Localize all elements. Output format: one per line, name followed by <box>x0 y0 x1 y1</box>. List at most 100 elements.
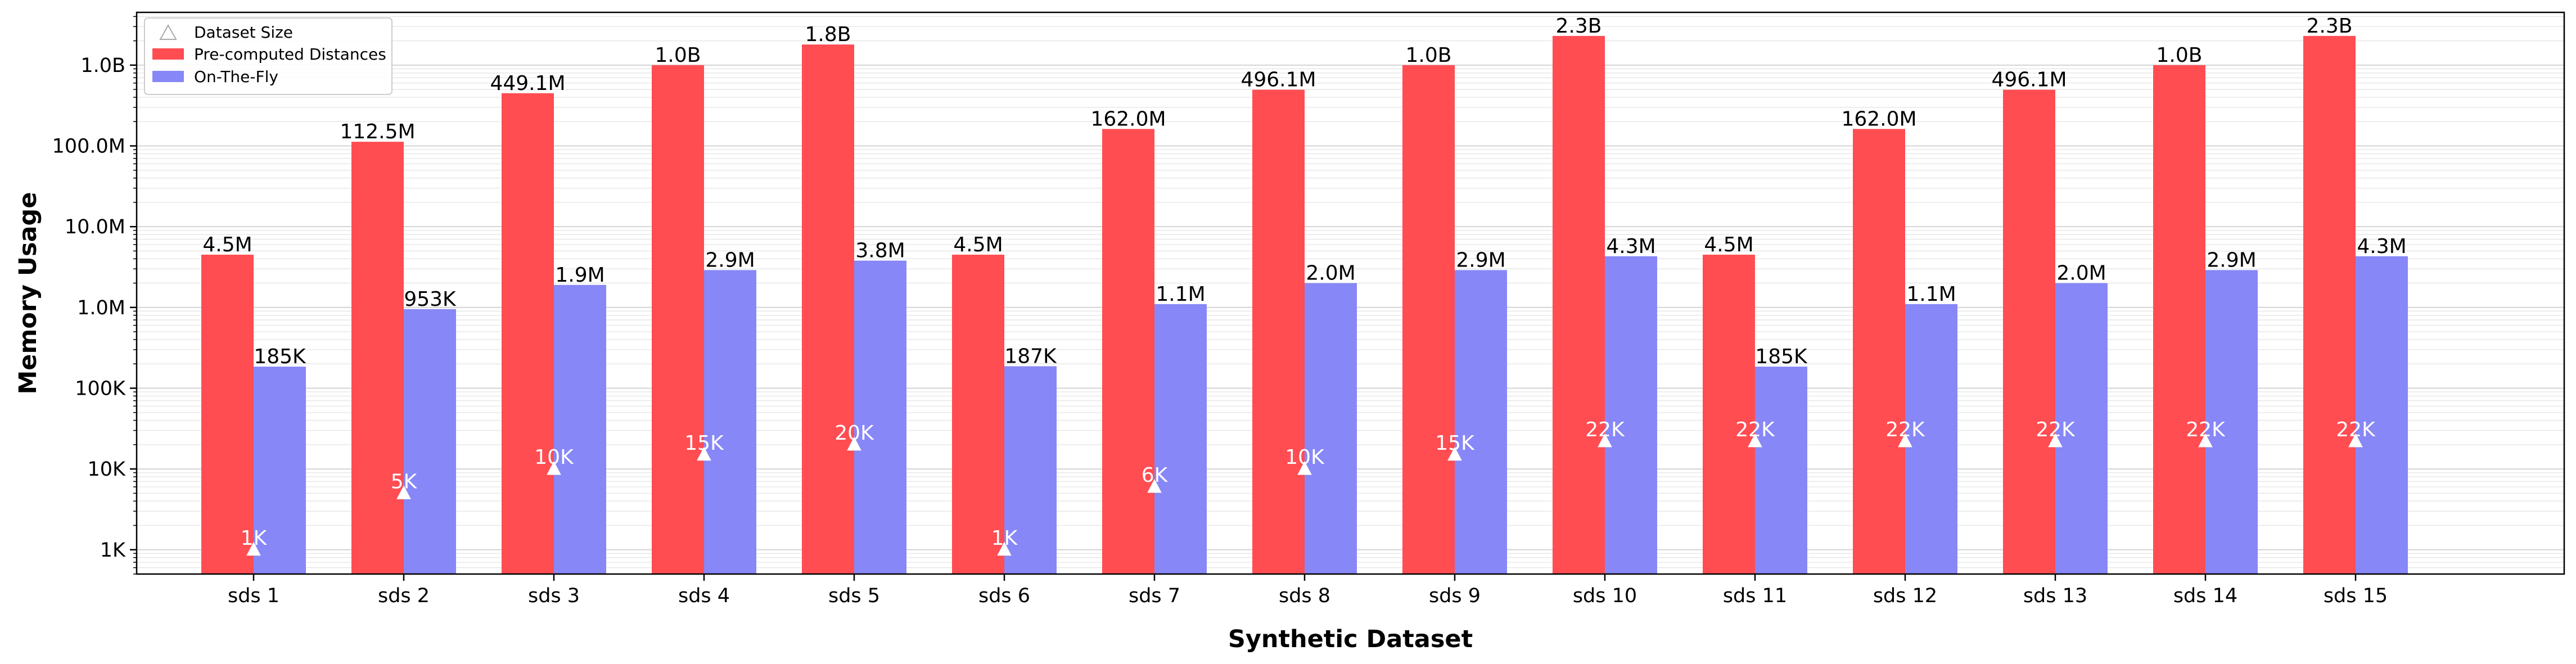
dataset-size-triangle-icon <box>1748 433 1762 448</box>
bar-on-the-fly <box>2055 283 2108 574</box>
x-tick-label: sds 4 <box>678 585 730 607</box>
bar-precomputed <box>1853 129 1905 574</box>
x-tick-label: sds 3 <box>528 585 580 607</box>
bar-value-label: 1.9M <box>555 264 604 287</box>
dataset-size-triangle-icon <box>997 541 1012 556</box>
x-tick-label: sds 15 <box>2324 585 2388 607</box>
x-tick-label: sds 2 <box>378 585 430 607</box>
bar-on-the-fly <box>854 260 906 574</box>
dataset-size-triangle-icon <box>2348 433 2363 448</box>
axes: 1K 10K 100K 1.0M 10.0M 100.0M 1.0B sds 1 sds 2 sd… <box>52 16 2388 607</box>
bar-precomputed <box>1102 129 1154 574</box>
dataset-size-triangle-icon <box>396 485 411 499</box>
bar-precomputed <box>652 65 704 575</box>
bar-value-label: 162.0M <box>1841 107 1916 130</box>
bar-on-the-fly <box>1154 304 1207 574</box>
bar-value-label: 1.8B <box>805 23 851 46</box>
bar-value-label: 953K <box>404 288 457 311</box>
legend-triangle-icon <box>159 24 177 40</box>
dataset-size-triangle-icon <box>2198 433 2213 448</box>
bar-precomputed <box>351 142 404 574</box>
dataset-size-label: 10K <box>1285 446 1325 469</box>
dataset-size-label: 6K <box>1142 464 1169 487</box>
bar-value-label: 1.1M <box>1156 283 1205 306</box>
dataset-size-label: 15K <box>1435 432 1475 455</box>
dataset-size-triangle-icon <box>1147 478 1162 493</box>
y-axis-title: Memory Usage <box>14 192 42 395</box>
y-tick-label: 1.0B <box>80 55 125 77</box>
y-tick-label: 1K <box>100 539 126 562</box>
bar-value-label: 1.1M <box>1906 283 1956 306</box>
bar-precomputed <box>2303 35 2356 574</box>
y-tick-label: 100K <box>75 377 126 400</box>
bar-on-the-fly <box>404 309 456 574</box>
bar-precomputed <box>201 254 254 574</box>
bar-precomputed <box>1553 35 1605 574</box>
bar-value-label: 4.5M <box>1704 233 1753 256</box>
bars <box>201 35 2408 575</box>
bar-on-the-fly <box>1605 256 1657 574</box>
bar-value-label: 4.3M <box>1606 235 1655 258</box>
bar-value-label: 2.0M <box>1306 262 1355 285</box>
legend-label-precomputed: Pre-computed Distances <box>194 45 386 64</box>
dataset-size-label: 22K <box>2036 418 2076 441</box>
bar-value-label: 4.5M <box>202 233 252 256</box>
bar-value-label: 2.9M <box>2207 249 2256 272</box>
x-tick-label: sds 9 <box>1429 585 1481 607</box>
dataset-size-label: 1K <box>241 527 268 550</box>
bar-precomputed <box>952 254 1004 574</box>
bar-value-label: 449.1M <box>490 72 565 95</box>
bar-value-label: 185K <box>1755 345 1808 368</box>
x-tick-label: sds 14 <box>2173 585 2237 607</box>
bar-on-the-fly <box>1755 367 1807 574</box>
dataset-size-label: 10K <box>534 446 574 469</box>
bar-on-the-fly <box>1305 283 1357 574</box>
dataset-size-label: 22K <box>1735 418 1775 441</box>
bar-value-label: 2.9M <box>1456 249 1505 272</box>
plot-frame <box>136 11 2565 575</box>
dataset-size-label: 22K <box>2336 418 2376 441</box>
dataset-size-label: 5K <box>391 470 418 493</box>
dataset-size-triangle-icon <box>1598 433 1612 448</box>
x-tick-label: sds 13 <box>2023 585 2087 607</box>
bar-on-the-fly <box>2205 270 2258 574</box>
dataset-size-triangle-icon <box>1447 446 1462 461</box>
x-tick-label: sds 7 <box>1129 585 1180 607</box>
bar-on-the-fly <box>1004 366 1057 574</box>
dataset-size-triangle-icon <box>246 541 261 556</box>
bar-precomputed <box>1402 65 1455 575</box>
bar-on-the-fly <box>704 270 756 574</box>
x-tick-label: sds 6 <box>978 585 1030 607</box>
bar-value-label: 1.0B <box>655 44 701 67</box>
bar-value-label: 187K <box>1004 345 1057 368</box>
bar-value-label: 2.3B <box>1556 15 1602 38</box>
dataset-size-triangle-icon <box>1898 433 1912 448</box>
bar-value-label: 185K <box>254 345 306 368</box>
dataset-size-label: 22K <box>2186 418 2226 441</box>
x-tick-label: sds 11 <box>1723 585 1787 607</box>
bar-value-label: 1.0B <box>2157 44 2203 67</box>
dataset-size-triangle-icon <box>847 436 861 451</box>
x-tick-label: sds 10 <box>1573 585 1637 607</box>
x-tick-label: sds 5 <box>828 585 880 607</box>
bar-value-label: 4.3M <box>2357 235 2406 258</box>
bar-precomputed <box>502 93 554 575</box>
bar-precomputed <box>2003 89 2055 575</box>
x-tick-label: sds 1 <box>228 585 279 607</box>
dataset-size-triangle-icon <box>2048 433 2063 448</box>
bar-on-the-fly <box>2356 256 2408 574</box>
data-labels: 4.5M 112.5M 449.1M 1.0B 1.8B 4.5M 162.0M 496.1M… <box>202 15 2406 368</box>
bar-value-label: 162.0M <box>1090 107 1166 130</box>
legend: Dataset Size Pre-computed Distances On-T… <box>144 17 393 95</box>
bar-on-the-fly <box>1455 270 1507 574</box>
legend-label-on-the-fly: On-The-Fly <box>194 67 278 86</box>
bar-value-label: 2.3B <box>2307 15 2353 38</box>
dataset-size-label: 22K <box>1585 418 1625 441</box>
dataset-size-label: 15K <box>684 432 724 455</box>
bar-value-label: 496.1M <box>1240 69 1316 92</box>
bar-value-label: 3.8M <box>855 240 905 263</box>
y-tick-label: 10K <box>88 458 127 481</box>
x-tick-label: sds 8 <box>1279 585 1330 607</box>
bar-precomputed <box>2153 65 2205 575</box>
